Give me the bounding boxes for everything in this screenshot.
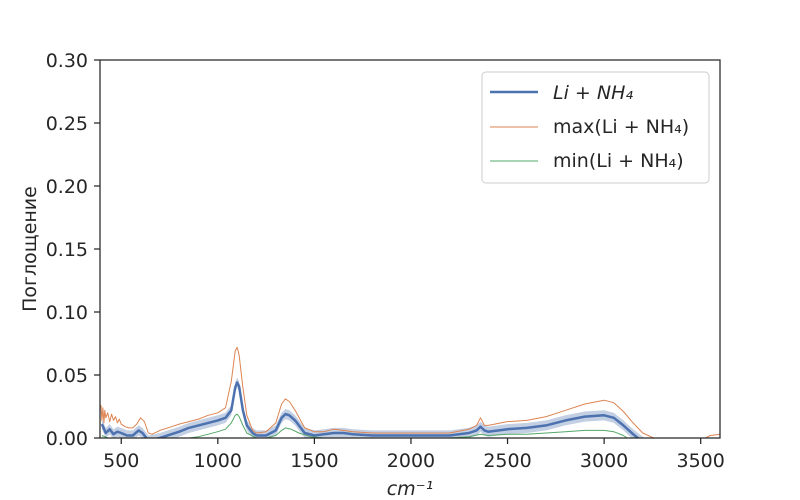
y-tick-label: 0.00 bbox=[46, 428, 88, 450]
x-tick-label: 3500 bbox=[677, 450, 725, 472]
x-axis: 500 1000 1500 2000 2500 3000 3500 bbox=[103, 438, 725, 472]
legend-frame bbox=[481, 71, 710, 184]
legend-label-series-2: max(Li + NH₄) bbox=[553, 116, 689, 138]
series-2-line bbox=[100, 346, 720, 438]
x-tick-label: 500 bbox=[103, 450, 139, 472]
y-tick-label: 0.15 bbox=[46, 239, 88, 261]
y-tick-label: 0.25 bbox=[46, 113, 88, 135]
series-3-line bbox=[101, 413, 629, 438]
x-tick-label: 2500 bbox=[483, 450, 531, 472]
y-tick-label: 0.30 bbox=[46, 50, 88, 72]
y-tick-label: 0.05 bbox=[46, 365, 88, 387]
y-tick-label: 0.20 bbox=[46, 176, 88, 198]
y-tick-label: 0.10 bbox=[46, 302, 88, 324]
legend-label-series-1: Li + NH₄ bbox=[553, 82, 633, 104]
legend: Li + NH₄ max(Li + NH₄) min(Li + NH₄) bbox=[481, 71, 710, 184]
y-axis-title: Поглощение bbox=[19, 186, 41, 312]
x-tick-label: 3000 bbox=[580, 450, 628, 472]
x-axis-title: cm⁻¹ bbox=[387, 478, 434, 500]
x-tick-label: 2000 bbox=[387, 450, 435, 472]
series-1-line bbox=[100, 381, 640, 438]
plot-area bbox=[100, 346, 720, 438]
series-1-band bbox=[101, 377, 720, 438]
x-tick-label: 1000 bbox=[194, 450, 242, 472]
x-tick-label: 1500 bbox=[290, 450, 338, 472]
y-axis: 0.00 0.05 0.10 0.15 0.20 0.25 0.30 bbox=[46, 50, 100, 450]
legend-label-series-3: min(Li + NH₄) bbox=[553, 150, 684, 172]
